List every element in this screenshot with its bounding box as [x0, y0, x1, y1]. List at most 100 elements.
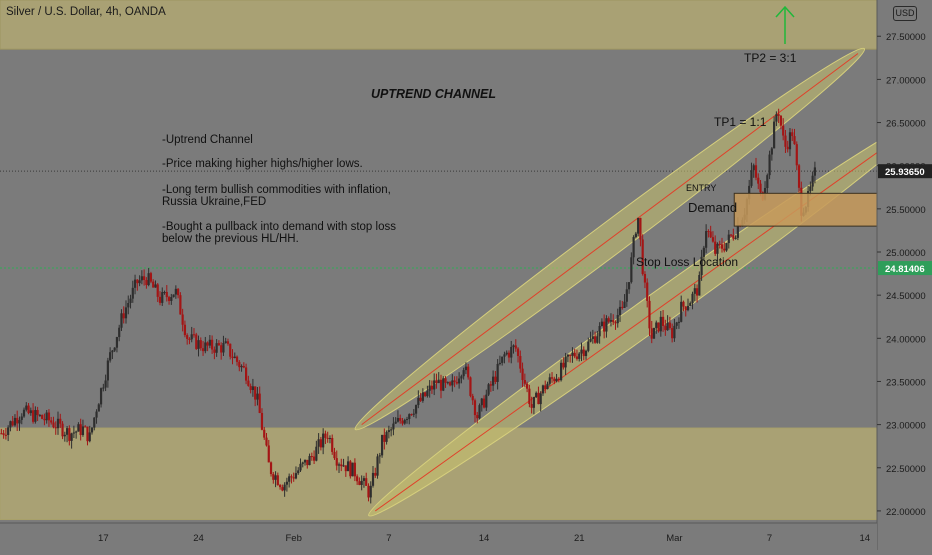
candle-body	[467, 366, 470, 378]
candle-body	[13, 417, 17, 426]
candle-body	[179, 295, 182, 315]
candle-body	[294, 473, 298, 479]
candle-body	[476, 415, 479, 419]
candle-body	[362, 478, 366, 481]
candle-body	[333, 451, 336, 459]
candle-body	[541, 385, 545, 394]
candle-body	[11, 421, 14, 426]
candle-body	[138, 280, 141, 284]
candle-body	[238, 361, 241, 368]
candle-body	[211, 339, 214, 350]
candle-body	[773, 121, 776, 149]
candle-body	[278, 485, 282, 488]
channel-upper-line	[361, 53, 859, 426]
candle-body	[720, 244, 724, 249]
candle-body	[2, 433, 5, 435]
candle-body	[689, 303, 692, 306]
candle-body	[480, 398, 483, 406]
x-tick-label: 21	[574, 533, 585, 544]
candle-body	[240, 365, 243, 368]
candle-body	[31, 410, 35, 422]
candle-body	[163, 291, 166, 293]
candle-body	[596, 336, 599, 343]
resistance-zone	[0, 0, 878, 50]
candle-body	[154, 284, 157, 288]
note-line: -Bought a pullback into demand with stop…	[162, 221, 396, 233]
candle-body	[251, 386, 255, 391]
x-tick-label: 17	[98, 533, 109, 544]
candle-body	[492, 376, 495, 386]
candle-body	[723, 248, 726, 251]
candle-body	[7, 427, 10, 435]
candle-body	[516, 348, 520, 356]
candle-body	[598, 326, 601, 337]
candle-body	[229, 343, 232, 357]
candle-body	[507, 352, 511, 358]
candle-body	[439, 379, 443, 391]
candle-body	[342, 465, 345, 467]
candle-body	[47, 412, 51, 421]
candle-body	[584, 350, 588, 357]
candle-body	[530, 404, 533, 408]
stop-loss-label: Stop Loss Location	[636, 255, 738, 269]
candle-body	[183, 324, 187, 336]
candle-body	[639, 217, 642, 240]
candle-body	[378, 455, 381, 457]
candle-body	[399, 417, 402, 421]
candle-body	[666, 322, 669, 331]
candle-body	[353, 462, 356, 477]
candle-body	[170, 297, 173, 301]
y-tick-label: 25.50000	[886, 205, 926, 216]
candle-body	[784, 135, 787, 147]
candle-body	[396, 417, 400, 422]
candle-body	[532, 397, 536, 408]
candle-body	[668, 322, 671, 329]
candle-body	[122, 313, 125, 319]
candle-body	[177, 288, 180, 296]
candle-body	[68, 428, 71, 441]
candle-body	[272, 474, 275, 480]
candle-body	[469, 377, 472, 396]
candle-body	[405, 418, 409, 420]
candle-body	[254, 386, 257, 400]
y-tick-label: 24.00000	[886, 334, 926, 345]
candle-body	[473, 400, 477, 416]
candle-body	[147, 273, 150, 286]
candle-body	[140, 276, 143, 281]
candle-body	[729, 234, 733, 236]
candle-body	[535, 392, 538, 398]
candle-body	[288, 476, 291, 482]
candle-body	[371, 472, 375, 486]
y-tick-label: 26.50000	[886, 119, 926, 130]
candle-body	[489, 384, 492, 386]
candle-body	[736, 224, 739, 238]
candle-body	[217, 343, 221, 346]
candle-body	[206, 342, 209, 346]
candle-body	[501, 356, 504, 363]
candle-body	[748, 185, 751, 200]
candle-body	[521, 368, 524, 381]
candle-body	[455, 381, 458, 384]
candle-body	[265, 437, 268, 446]
candle-body	[505, 352, 508, 355]
x-tick-label: 7	[767, 533, 772, 544]
candle-body	[621, 306, 624, 308]
currency-button[interactable]: USD	[893, 6, 917, 21]
channel-title-label: UPTREND CHANNEL	[371, 87, 496, 101]
candle-body	[247, 380, 250, 386]
candle-body	[369, 485, 372, 498]
candle-body	[494, 376, 497, 382]
candle-body	[34, 410, 37, 422]
candle-body	[546, 383, 549, 390]
candle-body	[408, 414, 411, 419]
candle-body	[124, 307, 128, 319]
candle-body	[700, 256, 703, 276]
y-tick-label: 23.00000	[886, 421, 926, 432]
candle-body	[113, 347, 116, 351]
time-axis[interactable]	[0, 523, 877, 550]
candle-body	[351, 462, 354, 477]
candle-body	[768, 154, 771, 176]
candle-body	[263, 429, 266, 438]
